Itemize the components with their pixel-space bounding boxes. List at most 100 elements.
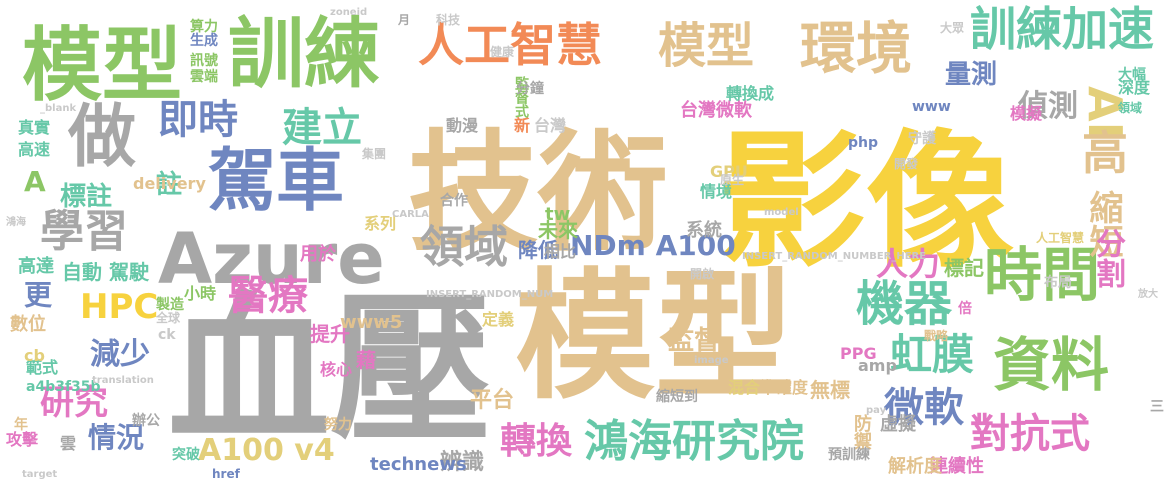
cloud-word: 標註 bbox=[60, 182, 113, 212]
cloud-word: href bbox=[212, 467, 240, 481]
cloud-word: 算力 bbox=[190, 19, 218, 35]
cloud-word: 預訓練 bbox=[828, 447, 870, 463]
cloud-word: 駕車 bbox=[208, 142, 345, 221]
cloud-word: 大眾 bbox=[940, 21, 965, 35]
cloud-word: 縮短 bbox=[1083, 190, 1123, 258]
cloud-word: 攻擊 bbox=[6, 430, 39, 449]
cloud-word: 突破 bbox=[172, 447, 200, 463]
cloud-word: 全球 bbox=[156, 311, 181, 325]
cloud-word: 分鐘 bbox=[516, 81, 544, 97]
cloud-word: 對抗式 bbox=[970, 411, 1090, 457]
cloud-word: 標記 bbox=[944, 256, 984, 280]
cloud-word: 建立 bbox=[282, 105, 362, 151]
cloud-word: 努力 bbox=[324, 417, 352, 433]
cloud-word: 台灣微軟 bbox=[680, 100, 752, 121]
cloud-word: 環境 bbox=[800, 17, 912, 82]
cloud-word: 相比 bbox=[544, 242, 577, 261]
cloud-word: 縮短到 bbox=[656, 389, 698, 405]
cloud-word: 虛擬 bbox=[880, 414, 916, 435]
cloud-word: 訓練加速 bbox=[970, 2, 1154, 56]
cloud-word: 人工智慧 bbox=[1036, 231, 1085, 245]
cloud-word: INSERT_RANDOM_NUM bbox=[426, 289, 554, 300]
cloud-word: 領域 bbox=[420, 222, 508, 273]
cloud-word: 技術 bbox=[408, 117, 669, 269]
cloud-word: 時間 bbox=[984, 241, 1101, 309]
cloud-word: pay bbox=[866, 405, 887, 416]
cloud-word: cb bbox=[24, 346, 45, 365]
cloud-word: 連續性 bbox=[930, 456, 984, 477]
cloud-word: 開發 bbox=[894, 157, 919, 171]
cloud-word: _blank bbox=[40, 103, 77, 114]
cloud-word: 資料 bbox=[993, 331, 1110, 399]
cloud-word: 虹膜 bbox=[890, 330, 975, 379]
cloud-word: 高達 bbox=[18, 256, 54, 277]
cloud-word: 科技 bbox=[436, 13, 461, 27]
cloud-word: 月 bbox=[398, 13, 411, 27]
cloud-word: 人力 bbox=[876, 245, 941, 283]
cloud-word: 解析度 bbox=[888, 456, 942, 477]
cloud-word: 開啟 bbox=[690, 267, 715, 281]
cloud-word: 雲端 bbox=[190, 69, 218, 85]
cloud-word: delivery bbox=[133, 174, 206, 193]
cloud-word: 人工智慧 bbox=[418, 18, 602, 72]
cloud-word: 量測 bbox=[945, 60, 998, 90]
cloud-word: 註 bbox=[156, 170, 183, 200]
cloud-word: 鴻海研究院 bbox=[584, 416, 804, 467]
cloud-word: 數位 bbox=[10, 314, 46, 335]
cloud-word: 模擬 bbox=[1010, 104, 1043, 123]
cloud-word: 年 bbox=[14, 417, 28, 433]
cloud-word: ck bbox=[158, 327, 176, 343]
cloud-word: 集團 bbox=[362, 147, 387, 161]
cloud-word: 戰略 bbox=[924, 329, 949, 343]
cloud-word: 三 bbox=[1150, 399, 1164, 415]
cloud-word: 模型 bbox=[22, 19, 182, 112]
cloud-word: 用於 bbox=[300, 244, 336, 265]
cloud-word: 未來 bbox=[538, 218, 578, 242]
cloud-word: 深度 bbox=[1118, 78, 1151, 97]
cloud-word: 藉 bbox=[356, 348, 376, 372]
cloud-word: 真實 bbox=[18, 118, 51, 137]
cloud-word: 訓練 bbox=[228, 9, 380, 98]
cloud-word: A bbox=[24, 165, 46, 198]
cloud-word: 準確度 bbox=[760, 378, 809, 397]
cloud-word: 辦公 bbox=[132, 413, 160, 429]
cloud-word: 雲 bbox=[60, 434, 77, 453]
cloud-word: 降低 bbox=[518, 238, 558, 262]
cloud-word: HPC bbox=[80, 287, 159, 327]
cloud-word: 領域 bbox=[1118, 101, 1143, 115]
cloud-word: 情況 bbox=[88, 421, 145, 454]
cloud-word: 機器 bbox=[856, 276, 953, 332]
cloud-word: 影像 bbox=[718, 116, 1014, 288]
cloud-word: 系統 bbox=[686, 220, 722, 241]
cloud-word: 動漫 bbox=[446, 116, 479, 135]
cloud-word: 布局 bbox=[1044, 275, 1072, 291]
cloud-word: 偵測 bbox=[1018, 89, 1078, 124]
cloud-word: 分割 bbox=[1090, 228, 1125, 288]
cloud-word: target bbox=[22, 469, 58, 480]
cloud-word: Azure bbox=[158, 218, 385, 300]
cloud-word: 無標 bbox=[810, 378, 850, 402]
cloud-word: 定義 bbox=[482, 310, 515, 329]
cloud-word: 系列 bbox=[364, 214, 397, 233]
cloud-word: 大幅 bbox=[1118, 67, 1146, 83]
cloud-word: 生成 bbox=[190, 33, 218, 49]
cloud-word: AI bbox=[1078, 86, 1132, 139]
cloud-word: tw bbox=[545, 204, 571, 225]
cloud-word: 情境 bbox=[700, 182, 733, 201]
cloud-word: 高 bbox=[1082, 126, 1128, 180]
cloud-word: INSERT_RANDOM_NUMBER_HERE bbox=[742, 251, 927, 262]
cloud-word: 防禦 bbox=[851, 414, 872, 450]
cloud-word: model bbox=[764, 207, 799, 218]
cloud-word: GPU bbox=[710, 162, 748, 181]
cloud-word: image bbox=[694, 355, 729, 366]
cloud-word: 轉換成 bbox=[726, 84, 775, 103]
cloud-word: NDm A100 bbox=[570, 229, 736, 262]
cloud-word: www bbox=[912, 99, 951, 115]
cloud-word: A100 v4 bbox=[198, 433, 335, 468]
cloud-word: 高速 bbox=[18, 140, 51, 159]
cloud-word: 學習 bbox=[40, 206, 128, 257]
cloud-word: 健康 bbox=[490, 45, 515, 59]
cloud-word: 鴻海 bbox=[6, 217, 26, 228]
cloud-word: 監督式 bbox=[513, 76, 529, 118]
